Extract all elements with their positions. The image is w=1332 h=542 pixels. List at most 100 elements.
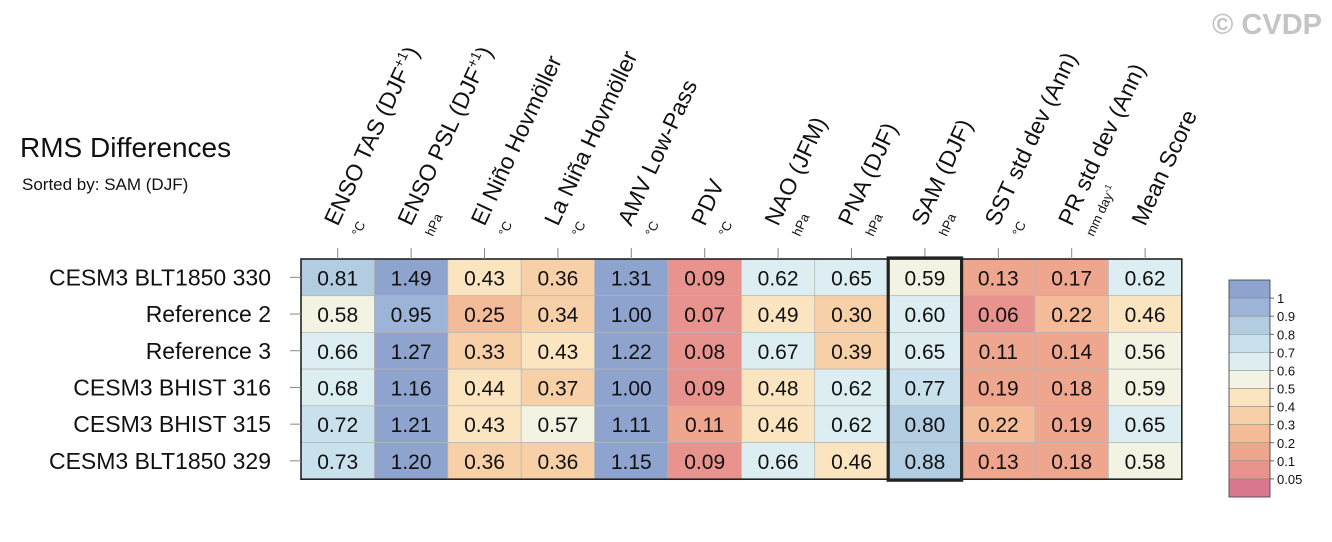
heatmap-cell xyxy=(520,258,595,297)
cell-value-label: 0.62 xyxy=(831,377,872,400)
cell-value-label: 0.46 xyxy=(758,414,799,437)
row-label: CESM3 BLT1850 330 xyxy=(49,264,271,290)
heatmap-cell xyxy=(1034,405,1109,443)
heatmap-cell xyxy=(814,368,889,407)
cell-value-label: 1.31 xyxy=(611,267,652,290)
cell-value-label: 1.16 xyxy=(391,377,432,400)
cell-value-label: 0.49 xyxy=(758,304,799,327)
heatmap-cell xyxy=(814,258,889,297)
cell-value-label: 1.00 xyxy=(611,304,652,327)
heatmap-cell xyxy=(300,258,375,297)
watermark: © CVDP xyxy=(1212,9,1322,41)
cell-value-label: 0.09 xyxy=(684,377,725,400)
cell-value-label: 0.65 xyxy=(831,267,872,290)
cell-value-label: 0.46 xyxy=(1125,304,1166,327)
heatmap-cell xyxy=(1108,368,1183,407)
column-label: SAM (DJF) xyxy=(906,115,978,229)
heatmap-cell xyxy=(814,442,889,480)
column-unit-label: hPa xyxy=(862,210,886,238)
sort-column-highlight xyxy=(886,256,964,482)
colorbar-swatch xyxy=(1228,315,1271,335)
cell-value-label: 0.09 xyxy=(684,451,725,474)
row-label: Reference 3 xyxy=(146,338,271,364)
column-headers: ENSO TAS (DJF+1)°C ENSO PSL (DJF+1)hPa El … xyxy=(319,42,1202,239)
heatmap-cell xyxy=(667,258,742,297)
cell-value-label: 0.66 xyxy=(317,341,358,364)
heatmap-cell xyxy=(1034,442,1109,480)
cell-value-label: 0.57 xyxy=(537,414,578,437)
row-label: CESM3 BLT1850 329 xyxy=(49,448,271,474)
row-label: Reference 2 xyxy=(146,301,271,327)
heatmap-cell xyxy=(887,368,962,407)
chart-title: RMS Differences xyxy=(20,132,231,163)
heatmap-frame xyxy=(290,248,1183,482)
cell-value-label: 1.11 xyxy=(612,414,651,437)
cell-value-label: 0.68 xyxy=(317,377,358,400)
cell-value-label: 0.81 xyxy=(317,267,358,290)
heatmap-cell xyxy=(887,405,962,443)
column-label: Mean Score xyxy=(1126,106,1202,229)
cell-value-label: 0.43 xyxy=(464,267,505,290)
column-unit-label: hPa xyxy=(422,210,446,238)
column-unit-label: °C xyxy=(569,219,589,239)
heatmap-cell xyxy=(594,295,669,333)
colorbar-swatch xyxy=(1228,297,1271,317)
heatmap-cell xyxy=(447,442,522,480)
cell-value-label: 0.18 xyxy=(1051,377,1092,400)
cell-value-label: 0.09 xyxy=(684,267,725,290)
cell-value-label: 0.73 xyxy=(317,451,358,474)
colorbar-swatch xyxy=(1228,388,1271,407)
cell-value-label: 0.46 xyxy=(831,451,872,474)
cell-value-label: 0.36 xyxy=(537,451,578,474)
column-header: Mean Score xyxy=(1126,106,1202,229)
cell-value-label: 0.58 xyxy=(1125,451,1166,474)
colorbar-swatch xyxy=(1228,334,1271,353)
heatmap-cell xyxy=(520,332,595,370)
row-labels: CESM3 BLT1850 330 Reference 2 Reference 3 C… xyxy=(49,264,271,474)
cell-value-label: 0.13 xyxy=(978,267,1019,290)
cell-value-label: 0.36 xyxy=(464,451,505,474)
heatmap-cell xyxy=(741,442,816,480)
cell-value-label: 1.00 xyxy=(611,377,652,400)
heatmap-cell xyxy=(667,442,742,480)
heatmap-cell xyxy=(374,258,449,297)
heatmap-cell xyxy=(1034,332,1109,370)
cell-value-label: 0.19 xyxy=(978,377,1019,400)
column-label: NAO (JFM) xyxy=(759,113,832,229)
colorbar-tick-label: 0.6 xyxy=(1277,363,1295,378)
heatmap-cell xyxy=(961,332,1036,370)
colorbar-swatch xyxy=(1228,424,1271,443)
cell-value-label: 0.58 xyxy=(317,304,358,327)
column-unit-label: hPa xyxy=(936,210,960,238)
cell-value-label: 0.06 xyxy=(978,304,1019,327)
colorbar-tick-label: 0.9 xyxy=(1277,309,1295,324)
heatmap-cell xyxy=(520,442,595,480)
cell-value-label: 0.11 xyxy=(685,414,724,437)
column-unit-label: °C xyxy=(716,219,736,239)
heatmap-cell xyxy=(814,405,889,443)
heatmap-cell xyxy=(814,295,889,333)
heatmap-cell xyxy=(961,442,1036,480)
column-unit-label: °C xyxy=(1009,219,1029,239)
cell-value-label: 0.72 xyxy=(317,414,358,437)
heatmap-border xyxy=(300,258,1183,480)
heatmap-cell xyxy=(667,368,742,407)
cell-value-label: 0.80 xyxy=(904,414,945,437)
heatmap-cell xyxy=(741,295,816,333)
cell-value-label: 0.65 xyxy=(1125,414,1166,437)
cell-value-label: 1.15 xyxy=(611,451,652,474)
heatmap-cell xyxy=(887,258,962,297)
heatmap-cell xyxy=(374,368,449,407)
heatmap-cell xyxy=(887,295,962,333)
cell-value-label: 0.59 xyxy=(904,267,945,290)
colorbar-swatch xyxy=(1228,279,1271,299)
column-label: PNA (DJF) xyxy=(832,119,902,230)
colorbar-swatch xyxy=(1228,460,1271,480)
column-label: AMV Low-Pass xyxy=(612,76,702,229)
heatmap-cell xyxy=(1108,405,1183,443)
heatmap-cell xyxy=(374,405,449,443)
heatmap-cell xyxy=(1108,442,1183,480)
row-label: CESM3 BHIST 316 xyxy=(73,374,271,400)
chart-subtitle: Sorted by: SAM (DJF) xyxy=(22,175,188,194)
